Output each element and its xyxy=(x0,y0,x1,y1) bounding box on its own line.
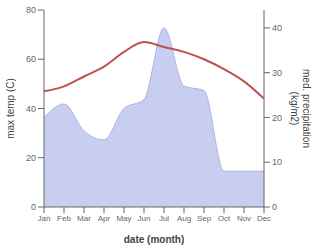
svg-text:60: 60 xyxy=(26,54,36,64)
svg-text:40: 40 xyxy=(26,104,36,114)
svg-text:max temp (C): max temp (C) xyxy=(8,78,16,139)
svg-text:0: 0 xyxy=(272,202,277,212)
svg-text:Nov: Nov xyxy=(237,214,251,223)
svg-text:Oct: Oct xyxy=(218,214,231,223)
svg-text:med. precipitation(kg/m2): med. precipitation(kg/m2) xyxy=(289,69,310,148)
svg-text:Dec: Dec xyxy=(257,214,271,223)
svg-text:Jun: Jun xyxy=(138,214,151,223)
svg-text:30: 30 xyxy=(272,68,282,78)
svg-text:Jul: Jul xyxy=(159,214,169,223)
svg-text:0: 0 xyxy=(31,202,36,212)
svg-text:40: 40 xyxy=(272,23,282,33)
svg-text:date (month): date (month) xyxy=(124,234,185,245)
svg-text:10: 10 xyxy=(272,157,282,167)
svg-text:Aug: Aug xyxy=(177,214,191,223)
svg-text:Mar: Mar xyxy=(77,214,91,223)
svg-text:Jan: Jan xyxy=(38,214,51,223)
svg-text:20: 20 xyxy=(26,153,36,163)
svg-text:Sep: Sep xyxy=(197,214,212,223)
svg-text:Feb: Feb xyxy=(57,214,71,223)
svg-text:80: 80 xyxy=(26,5,36,15)
svg-text:Apr: Apr xyxy=(98,214,111,223)
svg-text:20: 20 xyxy=(272,113,282,123)
svg-text:May: May xyxy=(116,214,131,223)
